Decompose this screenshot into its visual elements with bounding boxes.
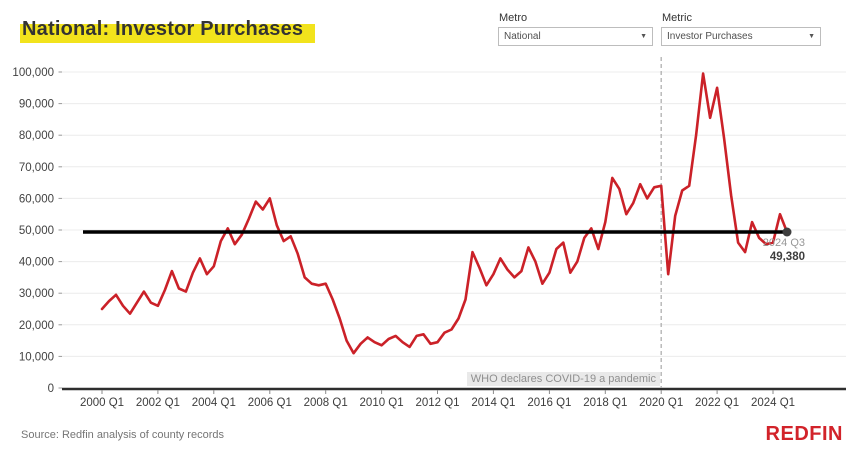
endpoint-callout: 2024 Q3 49,380	[763, 237, 805, 263]
svg-text:80,000: 80,000	[19, 130, 54, 142]
svg-text:2018 Q1: 2018 Q1	[583, 397, 627, 409]
page-title: National: Investor Purchases	[20, 17, 316, 43]
svg-text:2008 Q1: 2008 Q1	[304, 397, 348, 409]
svg-text:100,000: 100,000	[12, 67, 54, 79]
svg-text:60,000: 60,000	[19, 193, 54, 205]
pandemic-annotation: WHO declares COVID-19 a pandemic	[466, 372, 660, 386]
metro-dropdown[interactable]: National ▼	[498, 27, 653, 46]
svg-text:2024 Q1: 2024 Q1	[751, 397, 795, 409]
investor-purchases-line-chart: 0 10,000 20,000 30,000 40,000 50,000 60,000 70,…	[12, 57, 846, 409]
svg-text:2020 Q1: 2020 Q1	[639, 397, 683, 409]
svg-text:2012 Q1: 2012 Q1	[415, 397, 459, 409]
svg-text:2006 Q1: 2006 Q1	[248, 397, 292, 409]
svg-text:2014 Q1: 2014 Q1	[471, 397, 515, 409]
svg-text:2002 Q1: 2002 Q1	[136, 397, 180, 409]
source-note: Source: Redfin analysis of county record…	[21, 429, 224, 441]
svg-text:50,000: 50,000	[19, 225, 54, 237]
svg-text:90,000: 90,000	[19, 99, 54, 111]
metro-filter: Metro National ▼	[498, 12, 653, 46]
redfin-logo: REDFIN	[765, 423, 843, 445]
svg-text:2016 Q1: 2016 Q1	[527, 397, 571, 409]
svg-text:10,000: 10,000	[19, 351, 54, 363]
filter-controls: Metro National ▼ Metric Investor Purchas…	[498, 12, 821, 46]
endpoint-quarter-label: 2024 Q3	[762, 237, 805, 249]
page-title-wrap: National: Investor Purchases	[20, 17, 316, 43]
metric-dropdown[interactable]: Investor Purchases ▼	[661, 27, 821, 46]
svg-text:2010 Q1: 2010 Q1	[360, 397, 404, 409]
svg-text:30,000: 30,000	[19, 288, 54, 300]
svg-text:70,000: 70,000	[19, 162, 54, 174]
metro-dropdown-value: National	[504, 31, 541, 42]
svg-text:0: 0	[48, 383, 54, 395]
chevron-down-icon: ▼	[640, 33, 647, 40]
chevron-down-icon: ▼	[808, 33, 815, 40]
svg-text:20,000: 20,000	[19, 320, 54, 332]
metric-filter-label: Metric	[662, 12, 692, 24]
metric-dropdown-value: Investor Purchases	[667, 31, 753, 42]
svg-text:40,000: 40,000	[19, 257, 54, 269]
endpoint-value: 49,380	[769, 251, 805, 263]
svg-text:2022 Q1: 2022 Q1	[695, 397, 739, 409]
svg-text:2004 Q1: 2004 Q1	[192, 397, 236, 409]
metro-filter-label: Metro	[499, 12, 528, 24]
metric-filter: Metric Investor Purchases ▼	[661, 12, 821, 46]
svg-text:2000 Q1: 2000 Q1	[80, 397, 124, 409]
